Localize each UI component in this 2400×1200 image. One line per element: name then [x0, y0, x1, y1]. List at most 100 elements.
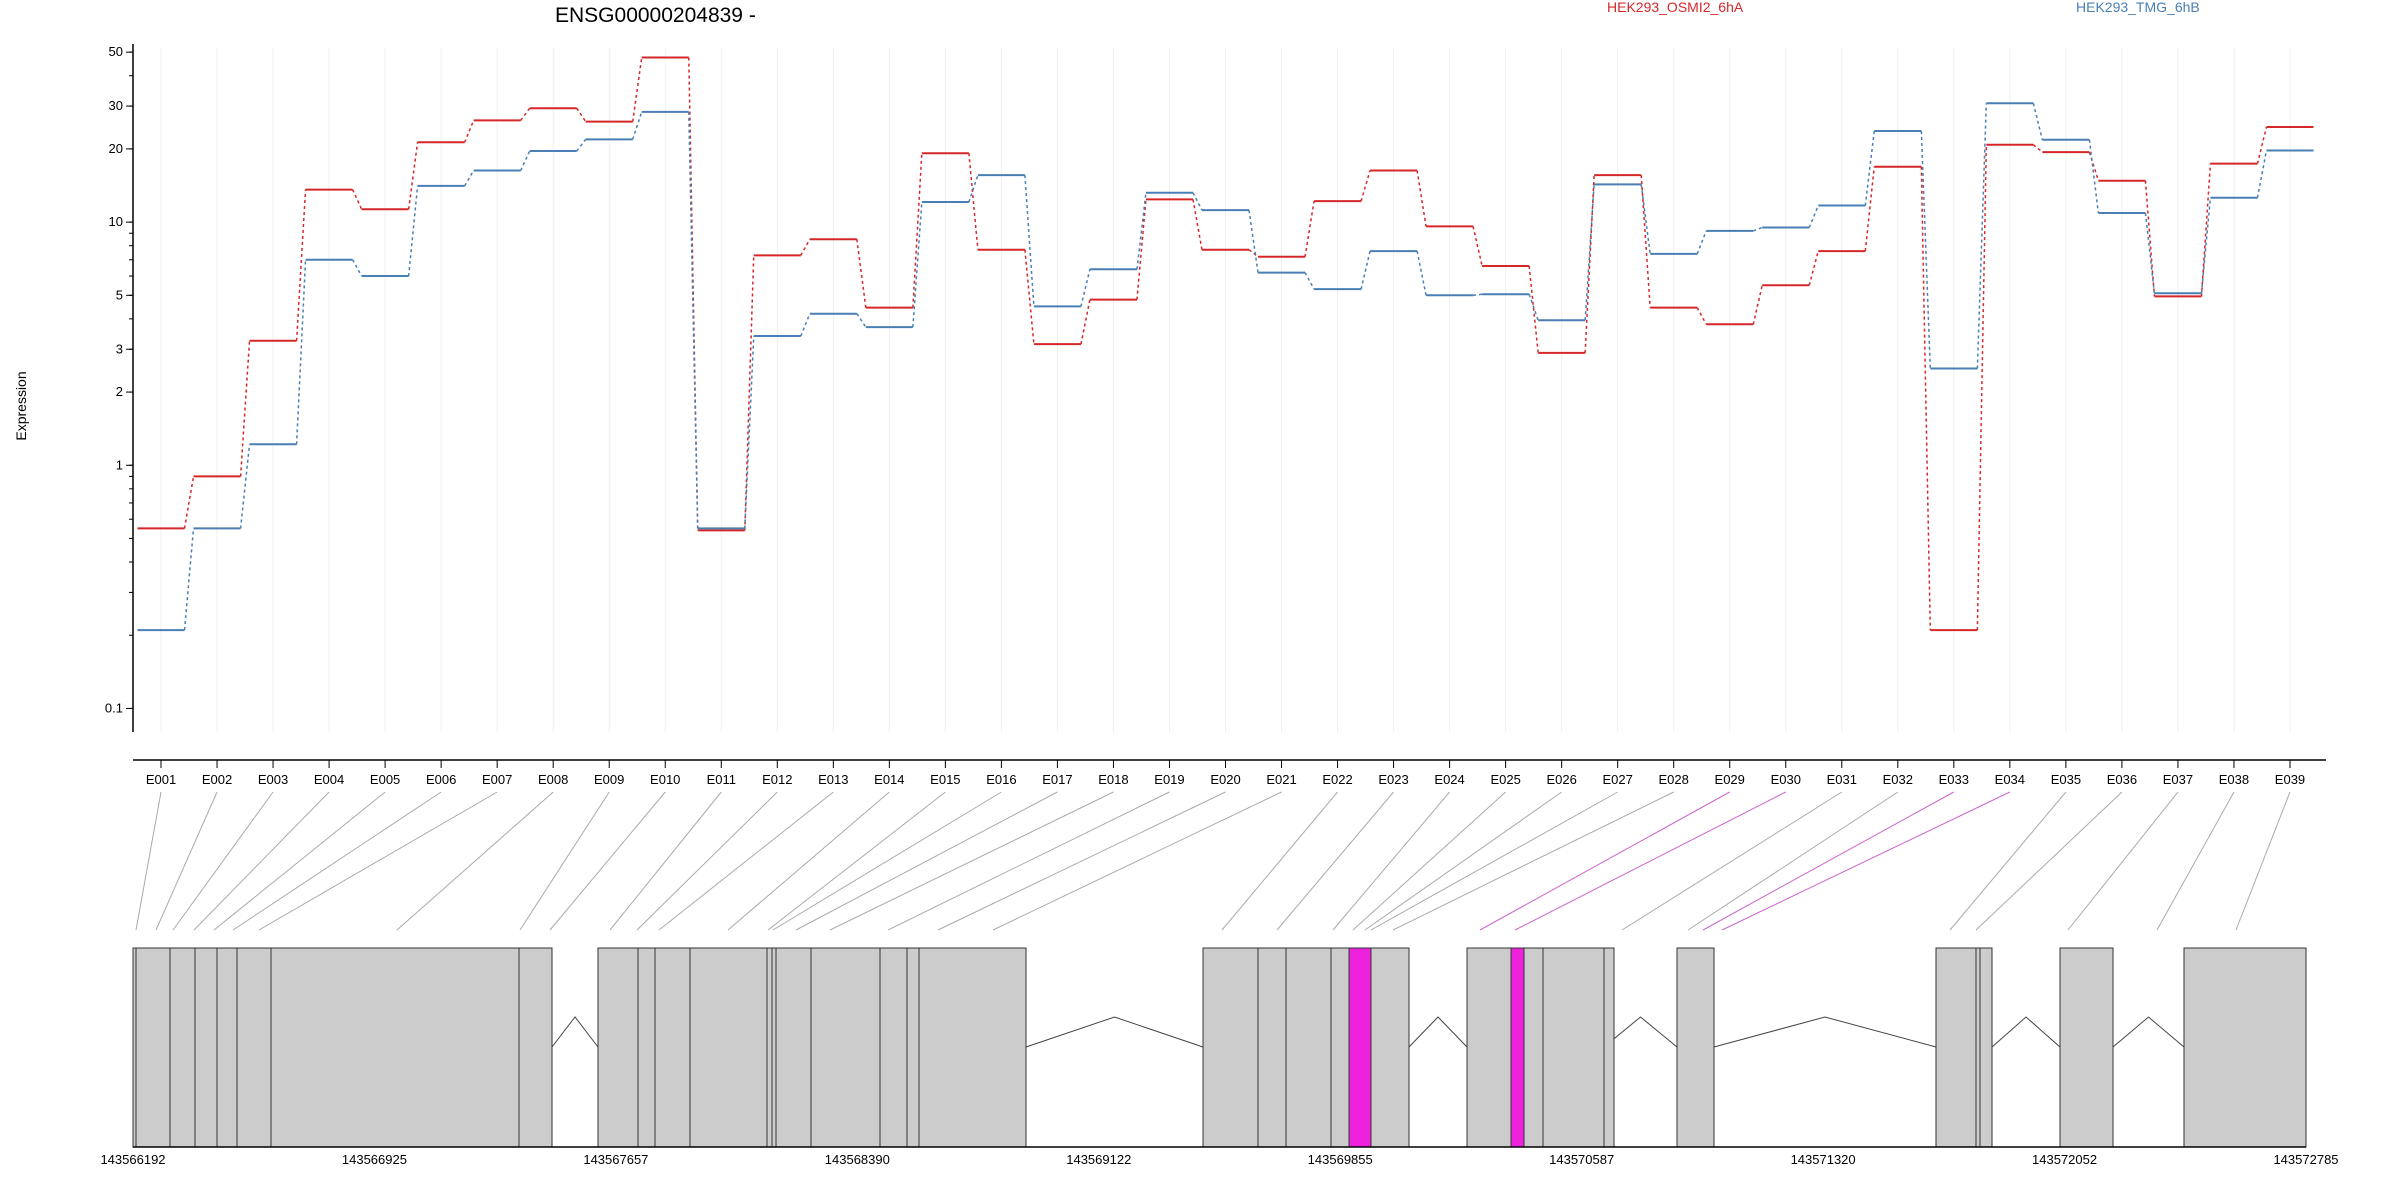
intron-line: [2112, 1016, 2185, 1048]
series-connector: [1752, 226, 1763, 232]
exon-connector: [1332, 791, 1450, 931]
series-connector: [351, 189, 363, 210]
exon-connector: [1352, 791, 1506, 931]
exon-connector: [795, 791, 1058, 931]
exon-connector: [1949, 791, 2067, 931]
series-layer: [137, 56, 2314, 632]
series-connector: [968, 174, 979, 203]
x-tick-label: E009: [594, 772, 624, 787]
series-connector: [744, 335, 755, 529]
series-0: [137, 56, 2314, 632]
x-tick-label: E017: [1042, 772, 1072, 787]
x-tick-label: E023: [1378, 772, 1408, 787]
exon-connector: [1621, 791, 1843, 931]
exon-connector: [1221, 791, 1338, 931]
series-connector: [1024, 249, 1035, 345]
series-connector: [1248, 249, 1259, 258]
series-connector: [856, 239, 867, 308]
genomic-tick-label: 143569855: [1308, 1152, 1373, 1167]
series-connector: [1136, 192, 1147, 270]
series-connector: [1473, 293, 1483, 297]
exon-connector: [658, 791, 834, 931]
series-connector: [1528, 265, 1539, 353]
x-tick-label: E030: [1771, 772, 1801, 787]
x-tick-label: E032: [1883, 772, 1913, 787]
x-tick-label: E011: [707, 772, 736, 787]
series-connector: [407, 185, 419, 277]
exon-connector: [396, 791, 554, 931]
x-tick-label: E027: [1602, 772, 1632, 787]
series-connector: [239, 340, 251, 477]
series-connector: [295, 189, 307, 341]
x-tick-label: E024: [1434, 772, 1464, 787]
series-connector: [2032, 103, 2044, 140]
exon-connector: [1479, 791, 1730, 931]
x-tick-label: E008: [538, 772, 568, 787]
series-1: [137, 102, 2314, 632]
exon-block: [1202, 947, 1410, 1148]
series-connector: [856, 313, 867, 328]
x-tick-label: E003: [258, 772, 288, 787]
series-connector: [1304, 272, 1315, 290]
y-tick-label: 0.1: [105, 700, 123, 715]
exon-block: [597, 947, 1027, 1148]
x-tick-label: E038: [2219, 772, 2249, 787]
series-connector: [1024, 175, 1035, 307]
series-connector: [744, 255, 755, 531]
series-connector: [800, 238, 811, 256]
exon-connector: [172, 791, 274, 931]
y-tick-label: 30: [109, 98, 123, 113]
series-connector: [912, 153, 923, 308]
series-connector: [407, 142, 419, 210]
exon-connector: [193, 791, 330, 931]
x-tick-label: E006: [426, 772, 456, 787]
series-connector: [2200, 197, 2212, 294]
x-tick-label: E005: [370, 772, 400, 787]
exon-connector: [1687, 791, 1899, 931]
genomic-tick-label: 143569122: [1066, 1152, 1131, 1167]
series-connector: [576, 138, 587, 152]
series-connector: [1696, 230, 1707, 255]
chart-title: ENSG00000204839 -: [555, 4, 756, 27]
intron-line: [1603, 1016, 1678, 1048]
x-tick-label: E022: [1322, 772, 1352, 787]
x-tick-label: E021: [1266, 772, 1296, 787]
exon-connector: [609, 791, 722, 931]
series-connector: [1472, 226, 1483, 267]
exon-connector: [992, 791, 1282, 931]
series-connector: [1808, 250, 1819, 286]
series-connector: [1864, 130, 1876, 206]
intron-line: [1408, 1016, 1468, 1048]
exon-connector: [767, 791, 946, 931]
x-tick-label: E036: [2107, 772, 2137, 787]
exon-connector: [1721, 791, 2011, 931]
series-connector: [1360, 250, 1371, 290]
genomic-tick-label: 143566192: [100, 1152, 165, 1167]
series-connector: [1416, 250, 1427, 296]
exon-block: [1676, 947, 1715, 1148]
series-connector: [912, 201, 923, 328]
genomic-tick-label: 143572052: [2032, 1152, 2097, 1167]
y-tick-label: 50: [109, 44, 123, 59]
x-tick-label: E026: [1546, 772, 1576, 787]
series-connector: [688, 111, 699, 529]
series-connector: [2144, 180, 2156, 297]
legend-entry-osmi2: HEK293_OSMI2_6hA: [1607, 0, 1744, 15]
series-connector: [2200, 163, 2212, 297]
intron-line: [1713, 1016, 1937, 1048]
x-tick-label: E007: [482, 772, 512, 787]
y-tick-label: 2: [116, 384, 123, 399]
intron-line: [1025, 1016, 1204, 1048]
series-connector: [2256, 150, 2268, 198]
series-connector: [1416, 170, 1427, 227]
series-connector: [968, 153, 979, 250]
exon-connector: [1370, 791, 1618, 931]
genomic-tick-label: 143568390: [825, 1152, 890, 1167]
intron-line: [1991, 1016, 2061, 1048]
series-connector: [1584, 175, 1595, 353]
series-connector: [239, 444, 251, 529]
x-tick-label: E018: [1098, 772, 1128, 787]
intron-line: [551, 1016, 599, 1048]
grid-layer: [160, 48, 2291, 732]
x-tick-label: E033: [1939, 772, 1969, 787]
